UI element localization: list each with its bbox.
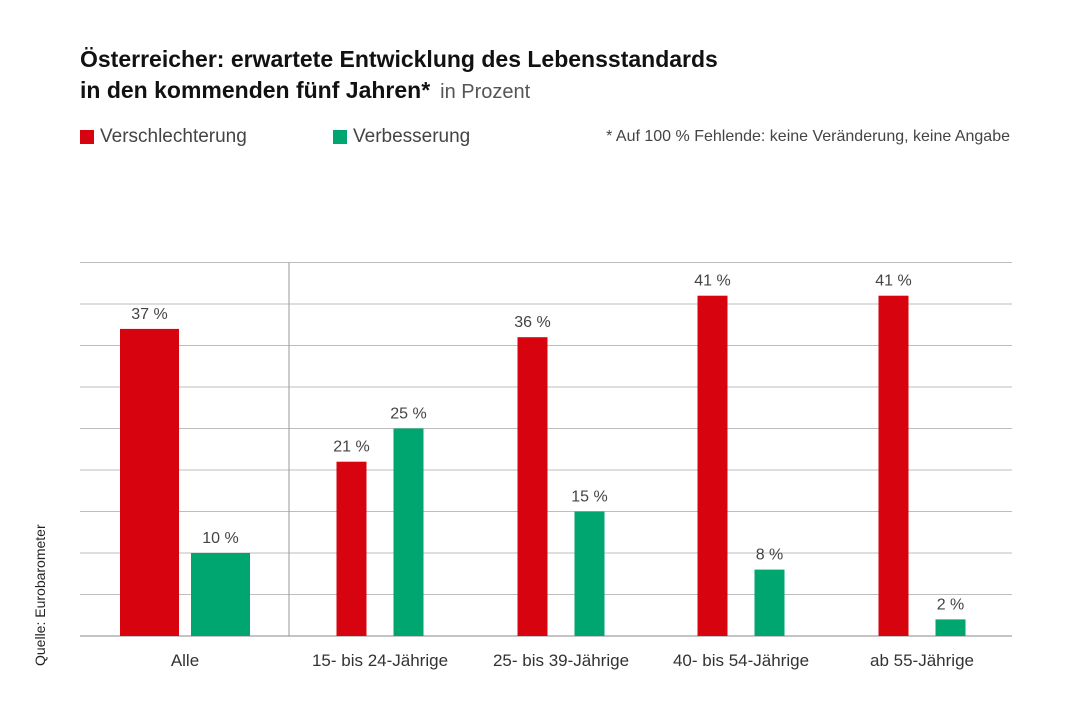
bar-verschlechterung — [697, 295, 728, 636]
category-label: 15- bis 24-Jährige — [312, 651, 448, 670]
data-label-verbesserung: 25 % — [390, 406, 426, 423]
data-label-verschlechterung: 21 % — [333, 439, 369, 456]
category-label: 25- bis 39-Jährige — [493, 651, 629, 670]
bar-verschlechterung — [517, 337, 548, 636]
category-label: Alle — [171, 651, 199, 670]
bar-verschlechterung — [878, 295, 909, 636]
legend-item-verschlechterung: Verschlechterung — [80, 126, 247, 148]
data-label-verbesserung: 10 % — [202, 530, 238, 547]
data-label-verschlechterung: 36 % — [514, 314, 550, 331]
legend-label-verbesserung: Verbesserung — [353, 126, 471, 147]
chart-subtitle: in Prozent — [440, 81, 531, 103]
legend-item-verbesserung: Verbesserung — [333, 126, 470, 148]
data-label-verschlechterung: 41 % — [875, 273, 911, 290]
data-label-verbesserung: 2 % — [937, 596, 965, 613]
title-line-2: in den kommenden fünf Jahren* — [80, 77, 431, 103]
bar-verbesserung — [574, 511, 605, 636]
category-label: ab 55-Jährige — [870, 651, 974, 670]
source-note: Quelle: Eurobarometer — [32, 524, 48, 666]
legend-label-verschlechterung: Verschlechterung — [100, 126, 247, 147]
legend: Verschlechterung Verbesserung * Auf 100 … — [80, 126, 1010, 152]
bar-verschlechterung — [120, 328, 179, 636]
category-label: 40- bis 54-Jährige — [673, 651, 809, 670]
title-line-1: Österreicher: erwartete Entwicklung des … — [80, 46, 718, 72]
chart-title: Österreicher: erwartete Entwicklung des … — [80, 44, 718, 108]
footnote: * Auf 100 % Fehlende: keine Veränderung,… — [606, 128, 1010, 145]
bar-verbesserung — [935, 619, 966, 636]
data-label-verbesserung: 15 % — [571, 489, 607, 506]
bar-verbesserung — [393, 428, 424, 636]
bar-verschlechterung — [336, 461, 367, 636]
data-label-verschlechterung: 41 % — [694, 273, 730, 290]
bar-verbesserung — [191, 553, 250, 636]
data-label-verbesserung: 8 % — [756, 547, 784, 564]
legend-swatch-verschlechterung — [80, 130, 94, 144]
data-label-verschlechterung: 37 % — [131, 306, 167, 323]
bar-verbesserung — [754, 569, 785, 636]
legend-swatch-verbesserung — [333, 130, 347, 144]
